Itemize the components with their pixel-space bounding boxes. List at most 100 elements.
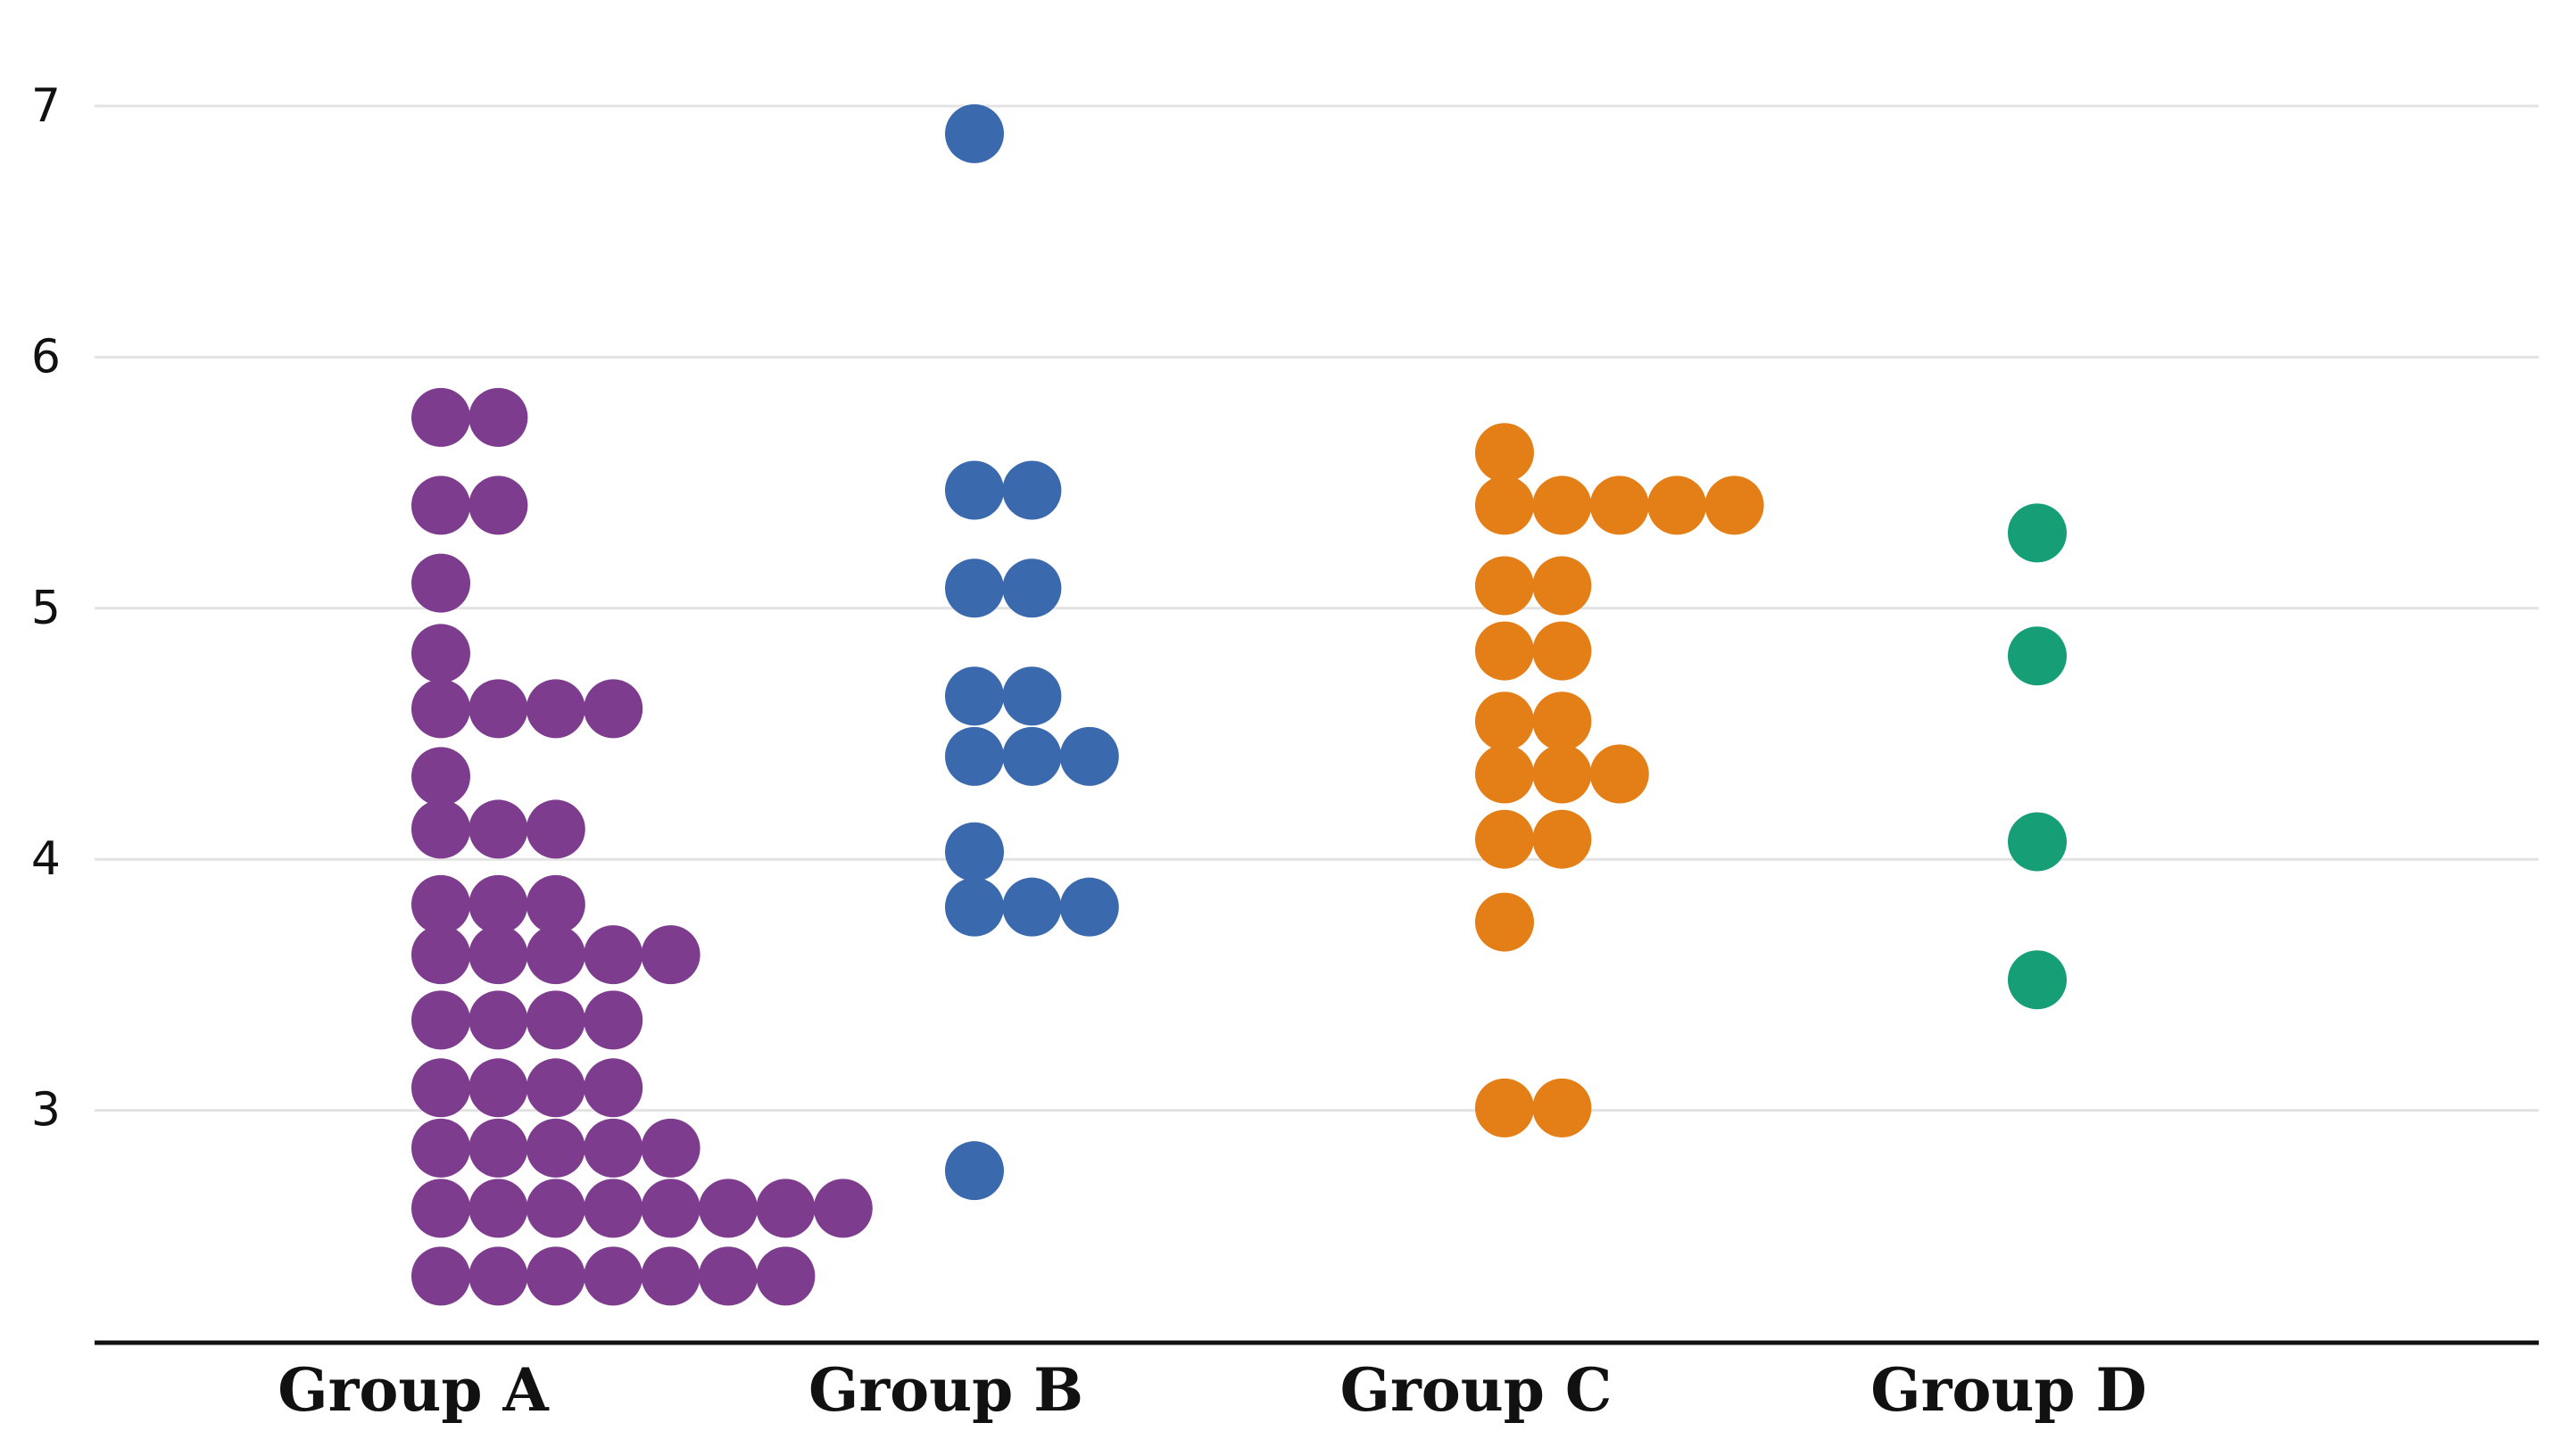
point-group-a-17 <box>411 925 470 985</box>
point-group-c-10 <box>1475 691 1534 751</box>
point-group-a-22 <box>411 990 470 1050</box>
point-group-b-9 <box>1059 726 1119 786</box>
point-group-a-6 <box>411 679 470 739</box>
x-tick-label-group-b: Group B <box>808 1355 1083 1425</box>
point-group-a-41 <box>756 1179 816 1238</box>
point-group-a-48 <box>699 1246 758 1306</box>
point-group-b-4 <box>1002 558 1062 618</box>
series-group-c <box>1475 423 1764 1138</box>
point-group-b-2 <box>1002 460 1062 520</box>
point-group-c-5 <box>1704 476 1764 535</box>
point-group-c-0 <box>1475 423 1534 483</box>
point-group-a-39 <box>641 1179 701 1238</box>
data-points <box>411 103 2067 1306</box>
point-group-a-36 <box>468 1179 528 1238</box>
point-group-c-9 <box>1532 621 1592 681</box>
series-group-d <box>2008 503 2067 1010</box>
x-tick-label-group-a: Group A <box>278 1355 549 1425</box>
point-group-a-23 <box>468 990 528 1050</box>
point-group-a-14 <box>411 874 470 934</box>
point-group-b-12 <box>1002 877 1062 937</box>
point-group-a-10 <box>411 747 470 807</box>
point-group-a-38 <box>584 1179 643 1238</box>
point-group-b-8 <box>1002 726 1062 786</box>
point-group-a-45 <box>526 1246 585 1306</box>
point-group-d-3 <box>2008 950 2067 1010</box>
point-group-a-18 <box>468 925 528 985</box>
point-group-a-35 <box>411 1179 470 1238</box>
point-group-a-19 <box>526 925 585 985</box>
point-group-b-1 <box>945 460 1004 520</box>
series-group-a <box>411 387 873 1306</box>
point-group-c-1 <box>1475 476 1534 535</box>
point-group-a-5 <box>411 624 470 683</box>
point-group-a-11 <box>411 799 470 859</box>
point-group-a-33 <box>584 1118 643 1178</box>
point-group-a-2 <box>411 476 470 535</box>
gridlines <box>95 104 2539 1113</box>
point-group-c-7 <box>1532 556 1592 616</box>
point-group-a-8 <box>526 679 585 739</box>
point-group-c-12 <box>1475 744 1534 804</box>
point-group-a-27 <box>468 1058 528 1118</box>
point-group-a-20 <box>584 925 643 985</box>
point-group-c-19 <box>1532 1078 1592 1138</box>
point-group-a-42 <box>813 1179 873 1238</box>
point-group-b-13 <box>1059 877 1119 937</box>
point-group-c-4 <box>1647 476 1707 535</box>
point-group-c-3 <box>1589 476 1649 535</box>
point-group-a-16 <box>526 874 585 934</box>
point-group-c-17 <box>1475 892 1534 952</box>
point-group-a-25 <box>584 990 643 1050</box>
point-group-a-30 <box>411 1118 470 1178</box>
point-group-a-34 <box>641 1118 701 1178</box>
point-group-a-26 <box>411 1058 470 1118</box>
point-group-b-11 <box>945 877 1004 937</box>
point-group-b-6 <box>1002 666 1062 726</box>
y-axis-tick-labels: 3 4 5 6 7 <box>31 79 61 1138</box>
point-group-b-10 <box>945 822 1004 881</box>
point-group-c-16 <box>1532 809 1592 869</box>
y-tick-label-5: 5 <box>31 582 61 635</box>
y-tick-label-6: 6 <box>31 330 61 384</box>
point-group-c-15 <box>1475 809 1534 869</box>
point-group-c-14 <box>1589 744 1649 804</box>
series-group-b <box>945 103 1119 1201</box>
point-group-a-44 <box>468 1246 528 1306</box>
point-group-a-29 <box>584 1058 643 1118</box>
point-group-a-21 <box>641 925 701 985</box>
point-group-d-2 <box>2008 812 2067 872</box>
point-group-a-9 <box>584 679 643 739</box>
point-group-a-13 <box>526 799 585 859</box>
point-group-a-40 <box>699 1179 758 1238</box>
point-group-a-15 <box>468 874 528 934</box>
point-group-c-13 <box>1532 744 1592 804</box>
y-tick-label-4: 4 <box>31 832 61 886</box>
point-group-d-1 <box>2008 626 2067 686</box>
point-group-d-0 <box>2008 503 2067 563</box>
point-group-a-7 <box>468 679 528 739</box>
point-group-a-3 <box>468 476 528 535</box>
point-group-c-6 <box>1475 556 1534 616</box>
point-group-b-7 <box>945 726 1004 786</box>
point-group-a-49 <box>756 1246 816 1306</box>
point-group-a-0 <box>411 387 470 447</box>
point-group-a-32 <box>526 1118 585 1178</box>
y-tick-label-3: 3 <box>31 1084 61 1138</box>
point-group-a-24 <box>526 990 585 1050</box>
point-group-a-37 <box>526 1179 585 1238</box>
point-group-a-47 <box>641 1246 701 1306</box>
point-group-a-1 <box>468 387 528 447</box>
point-group-b-0 <box>945 103 1004 163</box>
point-group-a-28 <box>526 1058 585 1118</box>
y-tick-label-7: 7 <box>31 79 61 133</box>
point-group-b-5 <box>945 666 1004 726</box>
point-group-c-18 <box>1475 1078 1534 1138</box>
point-group-c-2 <box>1532 476 1592 535</box>
point-group-a-4 <box>411 553 470 613</box>
point-group-c-11 <box>1532 691 1592 751</box>
point-group-a-43 <box>411 1246 470 1306</box>
point-group-b-3 <box>945 558 1004 618</box>
point-group-c-8 <box>1475 621 1534 681</box>
